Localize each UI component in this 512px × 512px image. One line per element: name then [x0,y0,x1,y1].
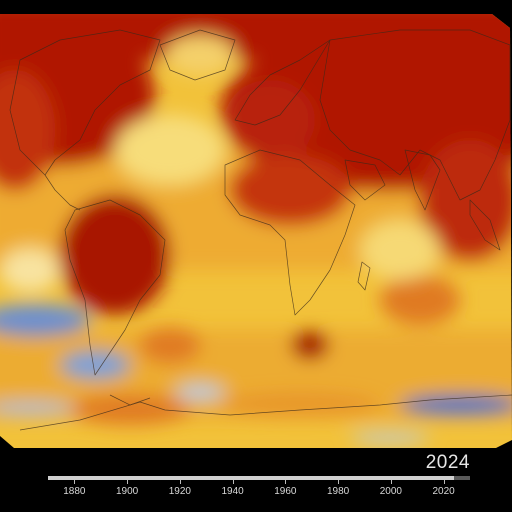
timeline-tick [443,480,445,484]
current-year-label: 2024 [425,452,470,473]
timeline-tick [285,480,287,484]
coastlines [9,29,512,431]
timeline-tick [127,480,129,484]
timeline-bar[interactable]: 1880 1900 1920 1940 1960 1980 2000 2020 [48,476,470,506]
timeline-tick-label: 1960 [274,486,297,497]
timeline-tick [338,480,340,484]
timeline-tick-label: 1940 [221,486,244,497]
timeline-tick-label: 1980 [327,486,350,497]
timeline-progress [48,476,455,480]
timeline-tick [232,480,234,484]
timeline-tick [390,480,392,484]
timeline-tick [74,480,76,484]
anomaly-blobs [0,14,512,443]
timeline-tick [179,480,181,484]
timeline-tick-label: 1880 [63,486,86,497]
timeline-tick-label: 2000 [379,486,402,497]
timeline-tick-label: 2020 [432,486,455,497]
timeline-tick-label: 1900 [116,486,139,497]
timeline-tick-label: 1920 [168,486,191,497]
